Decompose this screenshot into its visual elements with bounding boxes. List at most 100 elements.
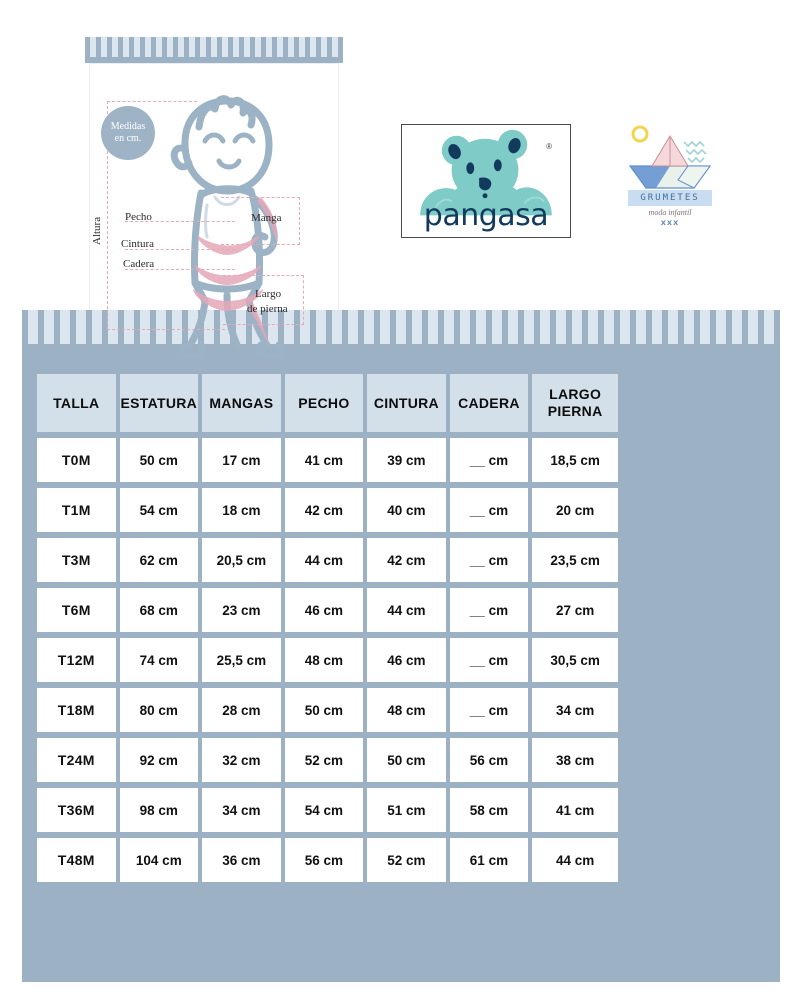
size-label-cell: T18M (37, 688, 116, 732)
measurement-cell: 48 cm (284, 638, 364, 682)
measures-badge: Medidas en cm. (101, 106, 155, 160)
measurement-cell: 74 cm (119, 638, 199, 682)
measurement-cell: 23,5 cm (532, 538, 619, 582)
measurement-cell: 44 cm (284, 538, 364, 582)
measurement-cell: 42 cm (284, 488, 364, 532)
grumetes-tagline: moda infantil (648, 208, 692, 217)
feet-guide (107, 329, 225, 330)
height-guide-line (107, 101, 108, 329)
head-top-guide (107, 101, 197, 102)
measurement-cell: 36 cm (202, 838, 281, 882)
measurement-cell: 20,5 cm (202, 538, 281, 582)
label-largo-pierna-line2: de pierna (247, 303, 288, 315)
measurement-cell: 46 cm (284, 588, 364, 632)
measurement-cell: __ cm (449, 488, 529, 532)
measurement-cell: 44 cm (532, 838, 619, 882)
table-row: T18M 80 cm 28 cm 50 cm 48 cm __ cm 34 cm (37, 688, 619, 732)
grumetes-logo: GRUMETES moda infantil xxx (622, 118, 718, 230)
measurement-cell: 80 cm (119, 688, 199, 732)
child-figure-illustration (170, 95, 286, 359)
measurement-cell: 17 cm (202, 438, 281, 482)
table-row: T0M 50 cm 17 cm 41 cm 39 cm __ cm 18,5 cm (37, 438, 619, 482)
measurement-cell: 104 cm (119, 838, 199, 882)
measurement-cell: 54 cm (284, 788, 364, 832)
pangasa-logo: ® pangasa (401, 124, 571, 238)
measurement-cell: 28 cm (202, 688, 281, 732)
measurement-cell: __ cm (449, 588, 529, 632)
measurement-cell: 30,5 cm (532, 638, 619, 682)
label-largo-pierna-line1: Largo (255, 288, 282, 300)
column-header-mangas: MANGAS (202, 374, 281, 432)
largo-pierna-guide-box (223, 275, 304, 325)
column-header-talla: TALLA (37, 374, 116, 432)
measurement-cell: 52 cm (367, 838, 446, 882)
size-label-cell: T6M (37, 588, 116, 632)
cadera-guide (125, 269, 235, 270)
measurement-cell: 48 cm (367, 688, 446, 732)
size-label-cell: T3M (37, 538, 116, 582)
size-label-cell: T24M (37, 738, 116, 782)
awning-stripes-top (85, 37, 343, 63)
measurement-cell: 39 cm (367, 438, 446, 482)
table-row: T12M 74 cm 25,5 cm 48 cm 46 cm __ cm 30,5 cm (37, 638, 619, 682)
measures-badge-line1: Medidas (110, 121, 146, 132)
measurement-cell: 58 cm (449, 788, 529, 832)
table-row: T48M 104 cm 36 cm 56 cm 52 cm 61 cm 44 cm (37, 838, 619, 882)
measurement-cell: __ cm (449, 538, 529, 582)
size-chart-table: TALLA ESTATURA MANGAS PECHO CINTURA CADERA LAR… (33, 368, 622, 888)
measurement-cell: 56 cm (284, 838, 364, 882)
measurement-cell: 61 cm (449, 838, 529, 882)
pangasa-wordmark: pangasa (423, 198, 549, 233)
measurement-cell: 18,5 cm (532, 438, 619, 482)
measurement-cell: 50 cm (119, 438, 199, 482)
measurement-cell: __ cm (449, 638, 529, 682)
size-label-cell: T0M (37, 438, 116, 482)
measurement-cell: 41 cm (532, 788, 619, 832)
table-row: T24M 92 cm 32 cm 52 cm 50 cm 56 cm 38 cm (37, 738, 619, 782)
measurement-cell: 50 cm (284, 688, 364, 732)
table-row: T36M 98 cm 34 cm 54 cm 51 cm 58 cm 41 cm (37, 788, 619, 832)
measurement-cell: 23 cm (202, 588, 281, 632)
label-cintura: Cintura (121, 238, 154, 250)
column-header-cadera: CADERA (449, 374, 529, 432)
size-label-cell: T12M (37, 638, 116, 682)
measurement-cell: 40 cm (367, 488, 446, 532)
illustration-body: Medidas en cm. Altura Pecho Cintura Cade… (89, 63, 339, 359)
grumetes-accent-mark: xxx (660, 218, 680, 227)
size-table-panel: TALLA ESTATURA MANGAS PECHO CINTURA CADERA LAR… (22, 310, 780, 982)
label-manga: Manga (251, 212, 282, 224)
label-pecho: Pecho (125, 211, 152, 223)
measurement-cell: 38 cm (532, 738, 619, 782)
measurement-cell: 50 cm (367, 738, 446, 782)
grumetes-paper-boat-icon (628, 125, 712, 189)
size-label-cell: T48M (37, 838, 116, 882)
table-row: T6M 68 cm 23 cm 46 cm 44 cm __ cm 27 cm (37, 588, 619, 632)
table-body: T0M 50 cm 17 cm 41 cm 39 cm __ cm 18,5 cm T1M 54… (37, 438, 619, 882)
pangasa-bear-icon (420, 129, 552, 216)
awning-stripes-panel (22, 310, 780, 358)
column-header-pecho: PECHO (284, 374, 364, 432)
column-header-cintura: CINTURA (367, 374, 446, 432)
measurement-cell: 20 cm (532, 488, 619, 532)
measurement-illustration-card: Medidas en cm. Altura Pecho Cintura Cade… (85, 37, 343, 360)
measurement-cell: __ cm (449, 438, 529, 482)
measurement-cell: 34 cm (532, 688, 619, 732)
measurement-cell: 32 cm (202, 738, 281, 782)
measurement-cell: 25,5 cm (202, 638, 281, 682)
measurement-cell: 27 cm (532, 588, 619, 632)
measures-badge-line2: en cm. (114, 133, 142, 144)
column-header-estatura: ESTATURA (119, 374, 199, 432)
measurement-cell: 42 cm (367, 538, 446, 582)
measurement-cell: 98 cm (119, 788, 199, 832)
manga-guide-box (221, 197, 300, 245)
measurement-cell: 56 cm (449, 738, 529, 782)
measurement-cell: 41 cm (284, 438, 364, 482)
measurement-cell: 68 cm (119, 588, 199, 632)
measurement-cell: __ cm (449, 688, 529, 732)
column-header-largo-pierna: LARGO PIERNA (532, 374, 619, 432)
pecho-guide (125, 221, 235, 222)
size-label-cell: T1M (37, 488, 116, 532)
measurement-cell: 52 cm (284, 738, 364, 782)
pangasa-trademark-icon: ® (546, 142, 552, 151)
measurement-cell: 92 cm (119, 738, 199, 782)
